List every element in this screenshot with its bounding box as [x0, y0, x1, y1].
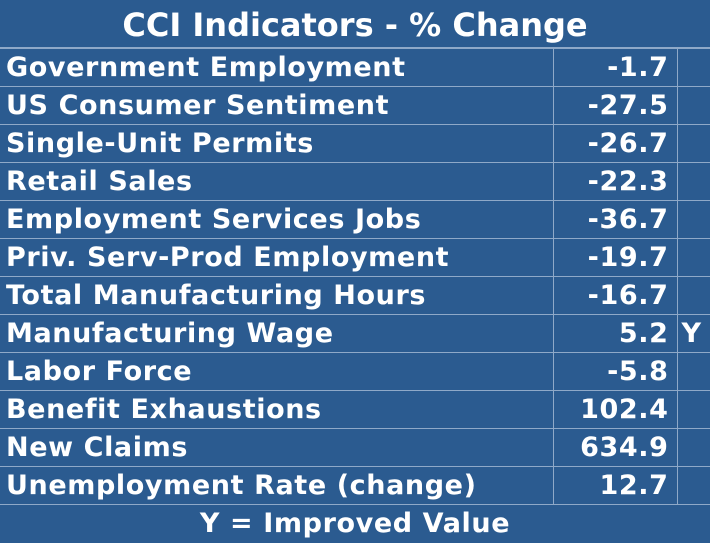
legend-note: Y = Improved Value	[199, 508, 511, 539]
indicator-value: -19.7	[552, 238, 678, 277]
indicator-value: -22.3	[552, 162, 678, 201]
improved-flag	[676, 276, 710, 315]
table-row: Labor Force -5.8	[0, 352, 710, 391]
indicator-label: US Consumer Sentiment	[0, 86, 554, 125]
table-row: Total Manufacturing Hours -16.7	[0, 276, 710, 315]
improved-flag	[676, 48, 710, 87]
indicator-value: 634.9	[552, 428, 678, 467]
table-row: New Claims 634.9	[0, 428, 710, 467]
indicator-label: Labor Force	[0, 352, 554, 391]
indicator-value: -27.5	[552, 86, 678, 125]
table-row: Priv. Serv-Prod Employment -19.7	[0, 238, 710, 277]
improved-flag	[676, 390, 710, 429]
indicator-value: 12.7	[552, 466, 678, 505]
indicator-value: -36.7	[552, 200, 678, 239]
table-row: Manufacturing Wage 5.2 Y	[0, 314, 710, 353]
improved-flag	[676, 466, 710, 505]
improved-flag	[676, 352, 710, 391]
indicator-value: -1.7	[552, 48, 678, 87]
indicator-label: Unemployment Rate (change)	[0, 466, 554, 505]
indicator-label: New Claims	[0, 428, 554, 467]
improved-flag	[676, 238, 710, 277]
indicator-value: -26.7	[552, 124, 678, 163]
table-row: US Consumer Sentiment -27.5	[0, 86, 710, 125]
indicator-label: Benefit Exhaustions	[0, 390, 554, 429]
table-row: Retail Sales -22.3	[0, 162, 710, 201]
indicator-label: Single-Unit Permits	[0, 124, 554, 163]
indicator-value: 5.2	[552, 314, 678, 353]
table-row: Unemployment Rate (change) 12.7	[0, 466, 710, 505]
improved-flag	[676, 162, 710, 201]
improved-flag: Y	[676, 314, 710, 353]
indicator-label: Manufacturing Wage	[0, 314, 554, 353]
table-row: Single-Unit Permits -26.7	[0, 124, 710, 163]
indicator-value: -5.8	[552, 352, 678, 391]
indicator-label: Total Manufacturing Hours	[0, 276, 554, 315]
improved-flag	[676, 124, 710, 163]
indicator-label: Employment Services Jobs	[0, 200, 554, 239]
table-row: Employment Services Jobs -36.7	[0, 200, 710, 239]
indicator-value: 102.4	[552, 390, 678, 429]
indicator-label: Priv. Serv-Prod Employment	[0, 238, 554, 277]
table-row: Benefit Exhaustions 102.4	[0, 390, 710, 429]
panel-title: CCI Indicators - % Change	[0, 0, 710, 48]
improved-flag	[676, 86, 710, 125]
indicator-table: Government Employment -1.7 US Consumer Sen…	[0, 48, 710, 505]
improved-flag	[676, 200, 710, 239]
indicator-value: -16.7	[552, 276, 678, 315]
indicator-label: Retail Sales	[0, 162, 554, 201]
indicator-label: Government Employment	[0, 48, 554, 87]
improved-flag	[676, 428, 710, 467]
table-row: Government Employment -1.7	[0, 48, 710, 87]
